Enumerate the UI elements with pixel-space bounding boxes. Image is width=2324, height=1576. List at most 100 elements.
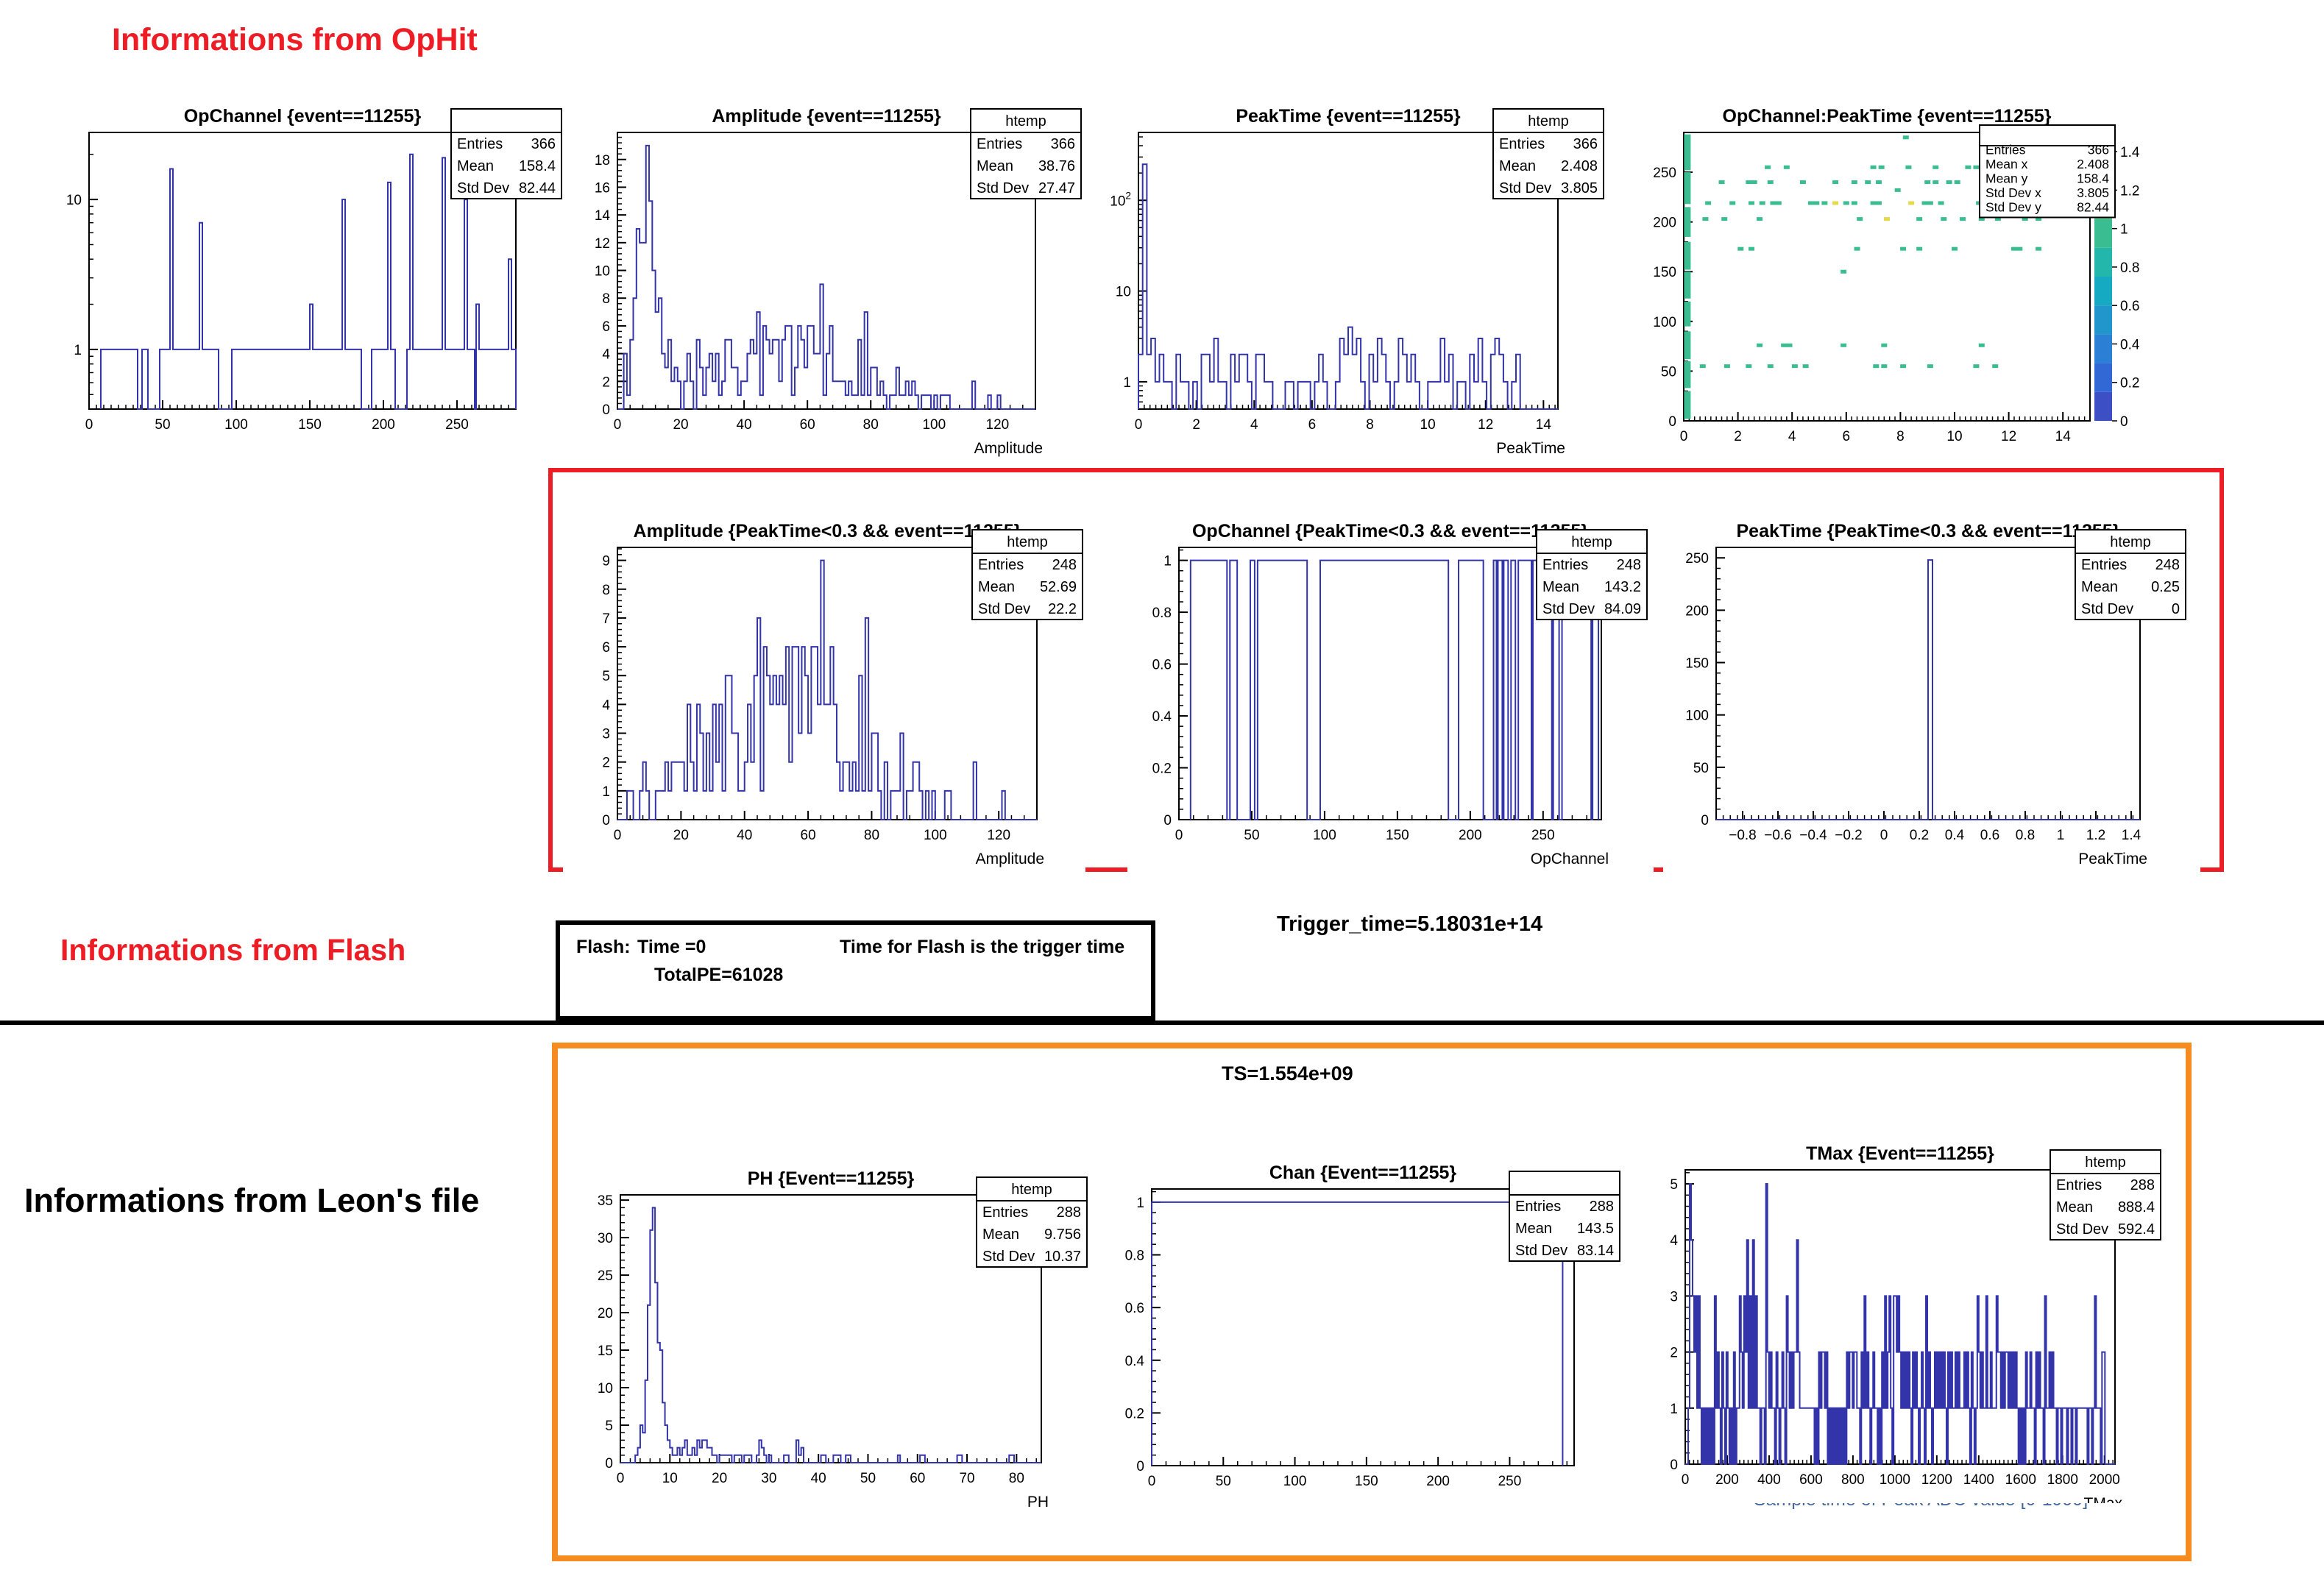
svg-text:60: 60 [801,828,816,843]
svg-text:1: 1 [1163,554,1172,569]
svg-text:248: 248 [1617,557,1641,573]
svg-text:10: 10 [595,264,610,280]
svg-text:5: 5 [602,669,610,684]
svg-text:4: 4 [602,347,610,363]
svg-text:4: 4 [1670,1233,1678,1249]
svg-text:10: 10 [1946,429,1962,444]
svg-text:Entries: Entries [1499,136,1545,152]
svg-text:6: 6 [1308,417,1317,433]
plot-tmax: 0 200 400 600 800 1000 1200 1400 1600 1800 2000 0 1 2… [1638,1098,2177,1512]
svg-text:Std Dev: Std Dev [1499,180,1551,196]
svg-text:Entries: Entries [977,136,1022,152]
svg-text:0.4: 0.4 [2120,337,2140,352]
svg-text:2: 2 [1670,1346,1678,1361]
svg-text:20: 20 [712,1471,727,1486]
svg-text:248: 248 [2155,557,2180,573]
svg-text:htemp: htemp [1011,1182,1052,1198]
svg-text:200: 200 [1685,603,1709,619]
svg-text:Amplitude: Amplitude [976,851,1044,867]
svg-text:PeakTime {event==11255}: PeakTime {event==11255} [1236,106,1461,127]
svg-text:366: 366 [1051,136,1075,152]
svg-text:40: 40 [737,828,752,843]
svg-text:150: 150 [298,417,322,433]
svg-text:200: 200 [1459,828,1482,843]
svg-text:htemp: htemp [1007,534,1048,550]
svg-text:−0.6: −0.6 [1764,828,1792,843]
svg-text:150: 150 [1355,1474,1378,1489]
svg-text:−0.4: −0.4 [1799,828,1827,843]
svg-text:0: 0 [605,1456,613,1472]
plot-peaktime-cut: −0.8 −0.6 −0.4 −0.2 0 0.2 0.4 0.6 0.8 1 1.2 1.4 0 50 1… [1663,478,2200,872]
svg-text:60: 60 [800,417,815,433]
svg-text:100: 100 [922,417,946,433]
trigger-time-label: Trigger_time=5.18031e+14 [1277,912,1543,936]
svg-text:14: 14 [595,208,611,224]
svg-text:2000: 2000 [2089,1472,2120,1488]
svg-text:158.4: 158.4 [519,158,556,174]
svg-text:200: 200 [1715,1472,1739,1488]
svg-text:366: 366 [531,136,556,152]
svg-text:12: 12 [595,236,610,252]
svg-text:200: 200 [372,417,395,433]
svg-text:Entries: Entries [982,1204,1028,1221]
svg-text:0: 0 [1670,1458,1678,1473]
svg-text:Mean: Mean [2081,579,2118,595]
svg-text:80: 80 [1009,1471,1024,1486]
svg-text:Mean: Mean [977,158,1013,174]
svg-text:0.6: 0.6 [2120,299,2139,314]
svg-text:0: 0 [2120,414,2128,430]
svg-text:Amplitude {event==11255}: Amplitude {event==11255} [712,106,941,127]
tmax-svg: 0 200 400 600 800 1000 1200 1400 1600 1800 2000 0 1 2… [1670,1143,2161,1512]
svg-text:1.2: 1.2 [2086,828,2105,843]
svg-text:Std Dev: Std Dev [2056,1221,2108,1238]
svg-text:12: 12 [2001,429,2016,444]
svg-text:366: 366 [1573,136,1598,152]
svg-text:250: 250 [445,417,469,433]
svg-text:OpChannel:PeakTime {event==112: OpChannel:PeakTime {event==11255} [1723,106,2052,127]
svg-text:83.14: 83.14 [1577,1243,1614,1259]
svg-text:100: 100 [224,417,248,433]
svg-text:PeakTime: PeakTime [1496,440,1565,457]
svg-text:22.2: 22.2 [1048,601,1077,617]
svg-text:Entries: Entries [2081,557,2127,573]
svg-text:0: 0 [1701,813,1709,828]
svg-text:4: 4 [602,698,610,713]
svg-text:1.4: 1.4 [2120,145,2140,160]
svg-text:288: 288 [1057,1204,1081,1221]
svg-text:0.2: 0.2 [1125,1406,1144,1421]
svg-text:Std Dev: Std Dev [457,180,509,196]
svg-text:1: 1 [2057,828,2065,843]
svg-text:30: 30 [761,1471,776,1486]
svg-text:Mean: Mean [1499,158,1536,174]
peaktime-ev-svg: 0 2 4 6 8 10 12 14 1 10 102 PeakTime {event==11255}… [1110,106,1604,457]
svg-text:Mean x: Mean x [1985,157,2028,171]
svg-text:0.6: 0.6 [1152,658,1172,673]
header-leon: Informations from Leon's file [24,1182,480,1219]
header-flash: Informations from Flash [60,933,406,967]
svg-text:Mean: Mean [1542,579,1579,595]
svg-text:htemp: htemp [2110,534,2151,550]
svg-text:366: 366 [2088,143,2109,157]
svg-text:8: 8 [602,291,610,307]
svg-text:1: 1 [602,784,610,800]
svg-text:288: 288 [1590,1199,1614,1215]
svg-text:5: 5 [1670,1177,1678,1193]
svg-text:82.44: 82.44 [519,180,556,196]
svg-text:400: 400 [1757,1472,1781,1488]
svg-text:1.2: 1.2 [2120,183,2139,199]
svg-text:800: 800 [1841,1472,1865,1488]
ts-label: TS=1.554e+09 [1222,1062,1353,1085]
svg-text:1800: 1800 [2047,1472,2078,1488]
flash-trigger-note: Time for Flash is the trigger time [840,937,1125,957]
svg-text:Entries: Entries [2056,1177,2102,1193]
svg-text:Mean y: Mean y [1985,171,2028,186]
svg-text:3.805: 3.805 [2077,185,2109,200]
flash-time-value: Time =0 [637,937,706,957]
svg-text:OpChannel {event==11255}: OpChannel {event==11255} [184,106,422,127]
svg-text:35: 35 [598,1193,613,1209]
svg-text:0.8: 0.8 [2120,260,2139,276]
svg-text:4: 4 [1788,429,1796,444]
svg-text:250: 250 [1531,828,1555,843]
svg-text:9: 9 [602,554,610,569]
svg-text:0: 0 [614,417,622,433]
